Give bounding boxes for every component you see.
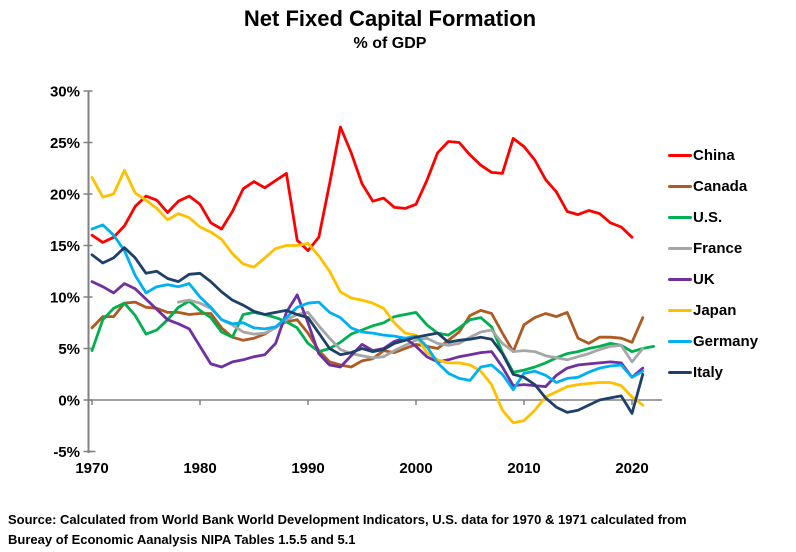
y-axis-label: 5% — [58, 341, 80, 358]
legend-swatch — [668, 216, 692, 219]
legend-label: UK — [693, 271, 715, 288]
series-line-germany — [90, 223, 645, 392]
legend-item-france: France — [668, 237, 794, 260]
y-axis-label: 25% — [50, 135, 80, 152]
y-axis-label: 10% — [50, 290, 80, 307]
x-axis-label: 2000 — [399, 460, 432, 477]
legend-label: Japan — [693, 302, 737, 319]
y-axis-label: 0% — [58, 393, 80, 410]
legend-swatch — [668, 278, 692, 281]
chart-subtitle: % of GDP — [353, 35, 427, 53]
series-line-china — [90, 125, 634, 253]
x-axis-label: 2010 — [507, 460, 540, 477]
x-axis-label: 1980 — [183, 460, 216, 477]
series-line-japan — [90, 168, 645, 425]
legend-swatch — [668, 154, 692, 157]
legend-item-china: China — [668, 144, 794, 167]
legend-item-japan: Japan — [668, 299, 794, 322]
legend-item-us: U.S. — [668, 206, 794, 229]
x-axis-label: 1970 — [75, 460, 108, 477]
x-axis-label: 1990 — [291, 460, 324, 477]
series-line-us — [90, 299, 655, 374]
series-line-italy — [90, 246, 645, 415]
legend-label: U.S. — [693, 209, 723, 226]
legend-swatch — [668, 247, 692, 250]
y-axis-label: 20% — [50, 187, 80, 204]
legend-label: China — [693, 147, 735, 164]
source-note: Source: Calculated from World Bank World… — [8, 510, 792, 550]
y-axis-label: -5% — [53, 444, 80, 461]
legend-swatch — [668, 185, 692, 188]
legend-item-canada: Canada — [668, 175, 794, 198]
source-line-1: Source: Calculated from World Bank World… — [8, 512, 687, 527]
legend-label: Germany — [693, 333, 759, 350]
chart-legend: China Canada U.S. France UK Japan Germany Italy — [668, 144, 794, 392]
legend-label: France — [693, 240, 743, 257]
series-line-canada — [90, 300, 645, 369]
legend-item-uk: UK — [668, 268, 794, 291]
y-axis-label: 30% — [50, 84, 80, 101]
legend-swatch — [668, 340, 692, 343]
legend-label: Canada — [693, 178, 748, 195]
series-line-uk — [90, 280, 645, 389]
legend-item-italy: Italy — [668, 361, 794, 384]
legend-swatch — [668, 309, 692, 312]
legend-swatch — [668, 371, 692, 374]
legend-label: Italy — [693, 364, 724, 381]
source-line-2: Bureay of Economic Aanalysis NIPA Tables… — [8, 532, 356, 548]
x-axis-label: 2020 — [615, 460, 648, 477]
y-axis-label: 15% — [50, 238, 80, 255]
chart-title: Net Fixed Capital Formation — [243, 6, 537, 31]
chart-header: Net Fixed Capital Formation % of GDP — [0, 6, 780, 53]
legend-item-germany: Germany — [668, 330, 794, 353]
